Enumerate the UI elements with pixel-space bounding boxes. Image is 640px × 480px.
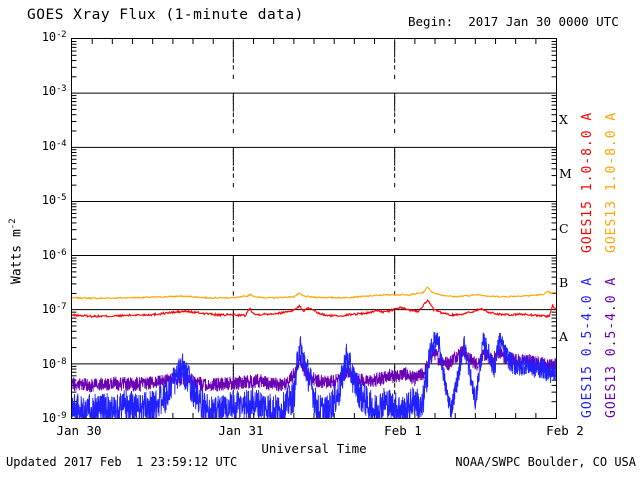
x-tick-label: Jan 30: [56, 423, 102, 438]
chart-title: GOES Xray Flux (1-minute data): [27, 7, 304, 23]
y-tick-label: 10-3: [41, 84, 67, 99]
series-goes13-1-0-8-0-a: [72, 286, 556, 300]
y-axis-title-base: Watts m: [9, 229, 25, 284]
plot-area: [71, 38, 557, 419]
x-tick-label: Jan 31: [218, 423, 264, 438]
y-axis-title: Watts m-2: [8, 194, 24, 284]
series-goes15-1-0-8-0-a: [72, 299, 556, 319]
updated-timestamp: Updated 2017 Feb 1 23:59:12 UTC: [6, 455, 238, 469]
y-tick-label: 10-6: [41, 247, 67, 262]
y-tick-label: 10-7: [41, 302, 67, 317]
x-tick-label: Feb 2: [546, 423, 584, 438]
y-tick-label: 10-4: [41, 138, 67, 153]
series-goes15-0-5-4-0-a: [72, 332, 556, 418]
flare-class-letter-c: C: [559, 220, 569, 236]
legend-item-goes15-0-5-4-0-a: GOES15 0.5-4.0 A: [580, 276, 595, 418]
legend-item-goes15-1-0-8-0-a: GOES15 1.0-8.0 A: [580, 111, 595, 253]
legend-item-goes13-1-0-8-0-a: GOES13 1.0-8.0 A: [604, 111, 619, 253]
begin-time-label: Begin: 2017 Jan 30 0000 UTC: [408, 14, 619, 29]
plot-canvas: [72, 39, 556, 418]
series-goes13-0-5-4-0-a: [72, 344, 556, 393]
y-axis-title-exponent: -2: [8, 218, 18, 230]
y-tick-label: 10-5: [41, 193, 67, 208]
credit-label: NOAA/SWPC Boulder, CO USA: [455, 455, 636, 469]
legend-item-goes13-0-5-4-0-a: GOES13 0.5-4.0 A: [604, 276, 619, 418]
x-axis-title: Universal Time: [261, 441, 367, 456]
y-tick-label: 10-2: [41, 30, 67, 44]
y-tick-label: 10-8: [41, 356, 67, 371]
flare-class-letter-x: X: [559, 111, 568, 127]
flare-class-letter-a: A: [559, 329, 569, 345]
x-tick-label: Feb 1: [384, 423, 422, 438]
flare-class-letter-b: B: [559, 274, 569, 290]
flare-class-letter-m: M: [559, 166, 572, 182]
y-tick-label: 10-9: [41, 411, 67, 425]
